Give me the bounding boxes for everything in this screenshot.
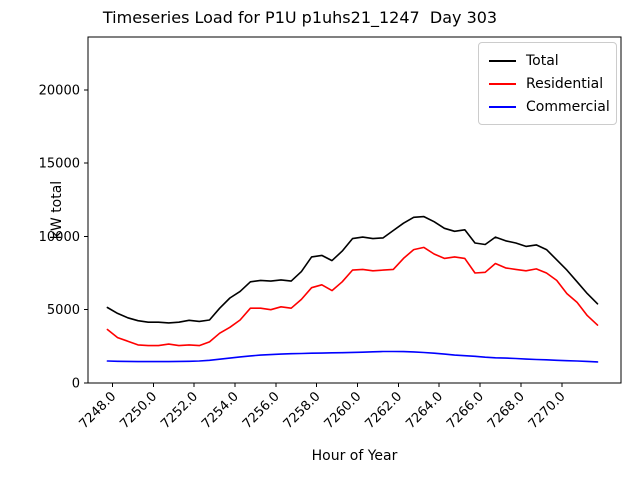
x-tick-label: 7268.0 [485,389,528,432]
x-tick-label: 7264.0 [403,389,446,432]
series-line-commercial [106,350,599,363]
axes-frame [87,36,622,384]
y-axis-label: kW total [49,180,65,240]
y-tick-label: 15000 [39,157,80,172]
legend-line-swatch [489,105,516,108]
legend-label: Commercial [526,98,610,115]
y-tick-label: 5000 [47,303,80,318]
y-tick-label: 20000 [39,83,80,98]
x-tick-label: 7260.0 [322,389,365,432]
y-tick-label: 0 [72,377,80,392]
legend-line-swatch [489,82,516,85]
legend: Total Residential Commercial [478,42,617,125]
chart-title: Timeseries Load for P1U p1uhs21_1247 Day… [102,8,498,27]
x-tick-label: 7256.0 [240,389,283,432]
x-tick-label: 7248.0 [77,389,120,432]
legend-label: Residential [526,75,604,92]
x-tick-label: 7262.0 [362,389,405,432]
x-tick-label: 7258.0 [281,389,324,432]
x-axis-label: Hour of Year [311,448,398,464]
x-tick-label: 7252.0 [158,389,201,432]
x-tick-label: 7254.0 [199,389,242,432]
x-tick-label: 7270.0 [526,389,569,432]
legend-item-commercial: Commercial [489,95,610,118]
legend-item-total: Total [489,49,608,72]
legend-line-swatch [489,59,516,62]
y-tick-label: 10000 [39,230,80,245]
legend-label: Total [526,52,559,69]
legend-item-residential: Residential [489,72,608,95]
x-tick-label: 7250.0 [117,389,160,432]
x-tick-label: 7266.0 [444,389,487,432]
series-line-residential [106,246,599,347]
series-line-total [106,215,599,324]
